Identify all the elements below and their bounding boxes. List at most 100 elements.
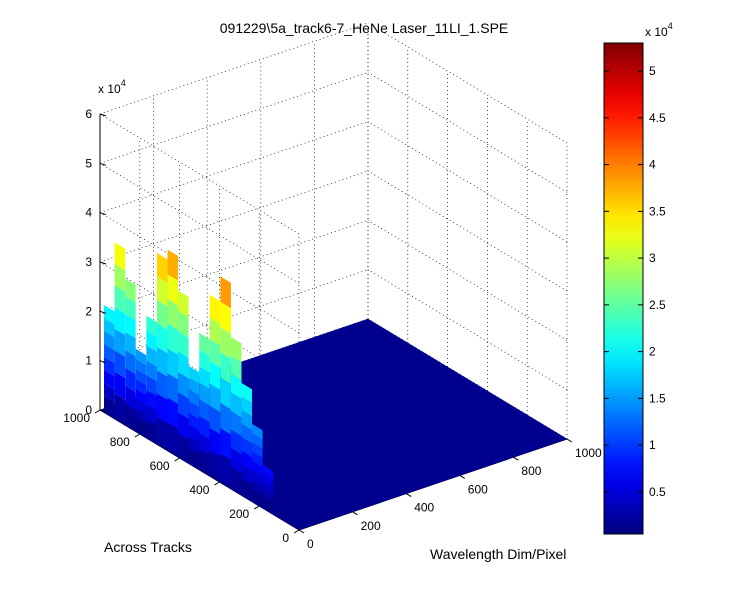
surface-peak-facet (135, 417, 147, 435)
surface-peak-facet (209, 405, 221, 435)
surface-peak-facet (178, 351, 189, 379)
surface-peak-facet (252, 460, 263, 477)
right-wall-gridline-h (367, 269, 568, 390)
surface-peak-facet (167, 372, 178, 404)
surface-peak-facet (230, 337, 242, 362)
surface-peak-facet (199, 416, 210, 440)
surface-peak-facet (135, 348, 147, 366)
surface-peak-facet (209, 383, 221, 413)
surface-peak-facet (262, 479, 274, 491)
z-tick-label: 5 (85, 156, 92, 170)
surface-peak-facet (114, 328, 126, 357)
surface-peak-facet (178, 392, 189, 419)
surface-peak-facet (125, 367, 136, 392)
surface-peak-facet (178, 432, 189, 460)
surface-peak-facet (262, 474, 274, 486)
right-wall-gridline-h (367, 22, 568, 144)
surface-peak-facet (114, 371, 126, 400)
x-tick-label: 800 (521, 464, 541, 478)
axes-3d: 0123456020040060080010000200400600800100… (63, 22, 602, 551)
surface-peak-facet (156, 299, 168, 330)
surface-peak-facet (262, 499, 274, 511)
y-tick-mark (174, 457, 180, 462)
z-tick-mark (99, 360, 107, 364)
y-axis-label: Across Tracks (104, 539, 192, 555)
surface-peak-facet (252, 442, 263, 458)
x-tick-label: 400 (414, 501, 434, 515)
colorbar-tick-label: 2 (649, 345, 656, 359)
right-wall-gridline-h (367, 220, 568, 341)
surface-peak-facet (220, 352, 231, 384)
z-tick-label: 3 (85, 255, 92, 269)
surface-peak-facet (199, 332, 210, 356)
y-tick-label: 400 (189, 483, 209, 497)
z-axis-exponent: x 104 (98, 78, 126, 96)
surface-peak-facet (146, 345, 157, 367)
left-wall-gridline-h (99, 113, 300, 235)
surface-peak-facet (209, 339, 221, 368)
surface-peak-facet (199, 349, 210, 373)
surface-peak-facet (114, 350, 126, 379)
right-wall-gridline-h (367, 170, 568, 292)
surface-peak-facet (178, 412, 189, 440)
surface-peak-facet (167, 348, 178, 380)
surface-peak-facet (209, 428, 221, 457)
x-tick-mark (352, 511, 358, 516)
back-wall-gridline-h (99, 121, 369, 213)
z-tick-label: 1 (85, 354, 92, 368)
y-tick-mark (293, 529, 300, 534)
surface-peak-facet (114, 307, 126, 336)
y-tick-mark (214, 481, 220, 486)
surface-peak-facet (114, 393, 126, 422)
surface-peak-facet (220, 453, 231, 486)
y-tick-label: 800 (110, 435, 130, 449)
surface-peak-facet (188, 377, 200, 396)
surface-peak-facet (125, 403, 136, 428)
surface-peak-facet (156, 253, 168, 283)
surface-peak-facet (104, 305, 115, 325)
surface-peak-facet (104, 330, 115, 351)
z-tick-label: 0 (85, 403, 92, 417)
surface-peak-facet (167, 323, 178, 355)
surface-peak-facet (104, 369, 115, 390)
z-tick-mark (99, 113, 107, 117)
surface-peak-facet (241, 477, 252, 498)
y-tick-mark (253, 505, 260, 510)
surface-peak-facet (104, 382, 115, 403)
x-tick-mark (298, 529, 305, 534)
surface-peak-facet (146, 374, 157, 397)
surface-peak-facet (156, 276, 168, 307)
surface-peak-facet (220, 327, 231, 359)
surface-peak-facet (209, 317, 221, 346)
surface-peak-facet (262, 464, 274, 477)
surface-peak-facet (156, 370, 168, 400)
surface-peak-facet (262, 489, 274, 501)
colorbar-scale (603, 42, 644, 535)
surface-peak-facet (146, 360, 157, 382)
surface-peak-facet (230, 374, 242, 399)
x-tick-mark (566, 438, 573, 443)
x-tick-label: 0 (307, 537, 314, 551)
surface-peak-facet (125, 349, 136, 375)
colorbar-tick-label: 4 (649, 158, 656, 172)
back-wall-gridline-h (99, 220, 369, 312)
surface-peak-facet (220, 428, 231, 460)
surface-peak-facet (241, 464, 252, 485)
surface-peak-facet (146, 419, 157, 441)
colorbar: 0.5 1 1.5 2 2.5 3 3.5 4 4.5 5 (603, 42, 666, 535)
surface-peak-facet (209, 450, 221, 479)
surface-peak-facet (135, 358, 147, 375)
y-tick-label: 200 (229, 507, 249, 521)
surface-peak-facet (146, 330, 157, 352)
surface-peak-facet (125, 296, 136, 321)
colorbar-tick-label: 3 (649, 251, 656, 265)
right-wall-gridline-h (367, 72, 568, 193)
z-tick-label: 6 (85, 107, 92, 121)
surface-peak-facet (241, 437, 252, 458)
surface-peak-facet (262, 469, 274, 481)
surface-peak-facet (262, 494, 274, 506)
surface-peak-facet (114, 242, 126, 271)
surface-peak-facet (199, 366, 210, 390)
surface-peak-facet (199, 399, 210, 423)
chart-title: 091229\5a_track6-7_HeNe Laser_11LI_1.SPE (220, 20, 509, 36)
